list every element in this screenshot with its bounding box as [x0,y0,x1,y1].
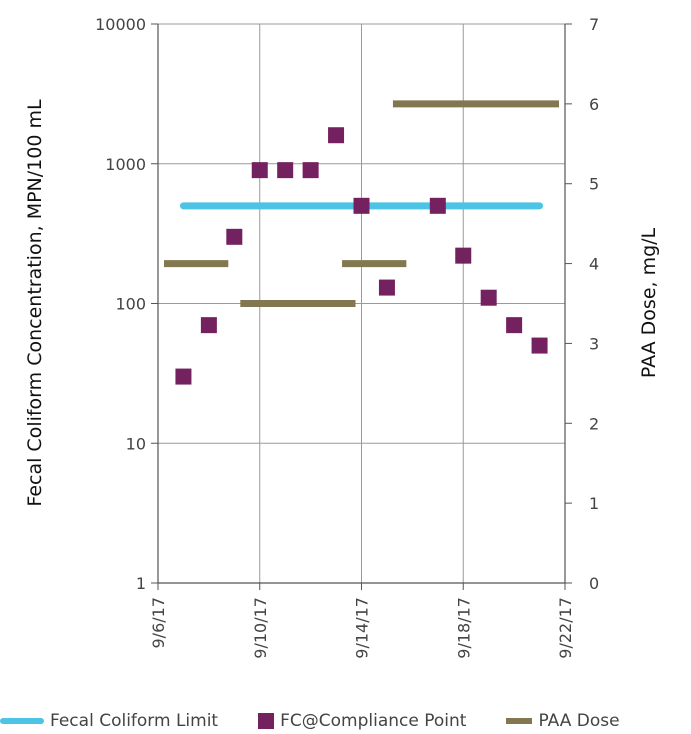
compliance-point [480,289,497,306]
y2-tick-label: 6 [589,95,599,114]
y2-tick-label: 0 [589,574,599,593]
x-tick-label: 9/10/17 [251,597,270,659]
compliance-point [328,127,345,144]
legend-item-paa: PAA Dose [506,711,620,731]
y-tick-label: 10 [126,434,146,453]
y-tick-label: 100 [115,295,146,314]
compliance-point [378,279,395,296]
compliance-point [506,317,523,334]
axes [151,23,572,590]
compliance-point [251,162,268,179]
data-marks [164,100,559,385]
compliance-point [353,197,370,214]
y-axis-title: Fecal Coliform Concentration, MPN/100 mL [24,99,46,507]
y2-tick-label: 4 [589,255,599,274]
legend-swatch-paa [506,718,533,724]
y-tick-label: 10000 [95,15,146,34]
legend-item-compliance: FC@Compliance Point [258,711,466,731]
compliance-point [302,162,319,179]
y2-tick-label: 2 [589,414,599,433]
y2-tick-label: 1 [589,494,599,513]
legend: Fecal Coliform Limit FC@Compliance Point… [0,708,691,734]
compliance-point [277,162,294,179]
grid-lines [157,23,566,584]
y2-tick-label: 7 [589,15,599,34]
compliance-point [531,337,548,354]
y2-tick-label: 3 [589,334,599,353]
legend-label-compliance: FC@Compliance Point [280,711,467,731]
y-tick-label: 1 [136,574,146,593]
compliance-point [455,247,472,264]
legend-swatch-compliance [258,713,275,729]
x-tick-label: 9/22/17 [556,597,575,659]
legend-label-paa: PAA Dose [538,711,620,731]
compliance-point [200,317,217,334]
legend-item-limit: Fecal Coliform Limit [0,711,218,731]
legend-label-limit: Fecal Coliform Limit [50,711,219,731]
compliance-point [429,197,446,214]
x-tick-label: 9/14/17 [353,597,372,659]
compliance-point [175,368,192,385]
y2-axis-title: PAA Dose, mg/L [638,227,660,378]
x-tick-label: 9/6/17 [149,597,168,649]
legend-swatch-limit [0,718,44,724]
y-tick-label: 1000 [105,155,146,174]
x-tick-label: 9/18/17 [454,597,473,659]
compliance-point [226,228,243,245]
y2-tick-label: 5 [589,175,599,194]
